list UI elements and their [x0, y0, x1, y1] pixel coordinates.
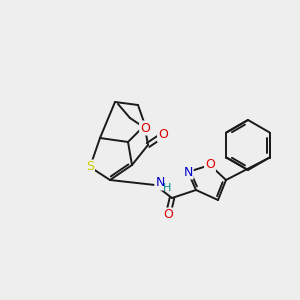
Text: O: O	[140, 122, 150, 134]
Text: S: S	[86, 160, 94, 173]
Text: N: N	[155, 176, 165, 190]
Text: H: H	[163, 183, 171, 193]
Text: O: O	[205, 158, 215, 172]
Text: O: O	[158, 128, 168, 142]
Text: O: O	[163, 208, 173, 221]
Text: N: N	[183, 166, 193, 178]
